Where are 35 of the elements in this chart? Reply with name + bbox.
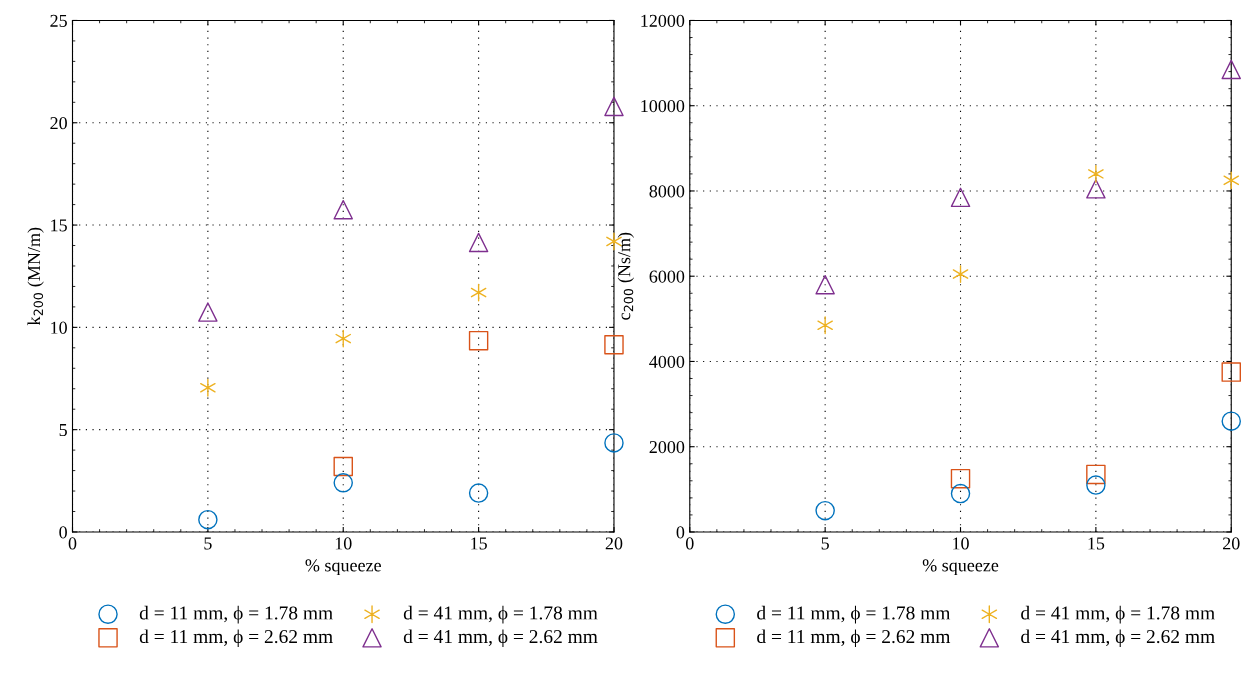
x-tick-label: 20 xyxy=(605,537,623,550)
y-tick-label: 10000 xyxy=(641,99,685,113)
legend-label: d = 41 mm, ϕ = 1.78 mm xyxy=(1021,605,1215,624)
legend-label: d = 11 mm, ϕ = 2.62 mm xyxy=(139,629,333,648)
y-tick-label: 5 xyxy=(59,424,67,437)
x-tick-label: 10 xyxy=(953,537,969,550)
x-tick-label: 10 xyxy=(335,537,352,550)
y-tick-label: 10 xyxy=(51,321,67,334)
y-tick-label: 0 xyxy=(59,526,67,539)
x-tick-label: 15 xyxy=(471,537,487,550)
x-axis-title: % squeeze xyxy=(305,559,381,576)
y-tick-label: 20 xyxy=(50,117,67,130)
x-tick-label: 20 xyxy=(1223,537,1240,550)
y-tick-label: 8000 xyxy=(649,185,685,198)
y-tick-label: 2000 xyxy=(649,440,685,454)
y-tick-label: 6000 xyxy=(649,270,685,283)
y-axis-title: k$_{200}$ (MN/m) xyxy=(27,227,44,326)
legend-label: d = 11 mm, ϕ = 1.78 mm xyxy=(757,605,951,624)
x-tick-label: 5 xyxy=(821,537,829,550)
legend-label: d = 41 mm, ϕ = 1.78 mm xyxy=(403,605,598,624)
y-tick-label: 0 xyxy=(676,526,685,539)
legend-label: d = 41 mm, ϕ = 2.62 mm xyxy=(1021,629,1215,648)
y-tick-label: 25 xyxy=(50,14,67,27)
y-tick-label: 4000 xyxy=(649,355,685,368)
x-tick-label: 0 xyxy=(68,537,77,550)
x-tick-label: 15 xyxy=(1088,537,1105,550)
x-tick-label: 5 xyxy=(204,537,212,550)
legend-label: d = 41 mm, ϕ = 2.62 mm xyxy=(403,629,598,648)
x-axis-title: % squeeze xyxy=(922,559,999,576)
legend-label: d = 11 mm, ϕ = 1.78 mm xyxy=(139,605,333,624)
y-tick-label: 12000 xyxy=(641,14,685,27)
x-tick-label: 0 xyxy=(685,537,694,550)
y-tick-label: 15 xyxy=(51,219,67,232)
legend-label: d = 11 mm, ϕ = 2.62 mm xyxy=(757,629,951,648)
y-axis-title: c$_{200}$ (Ns/m) xyxy=(617,232,634,320)
